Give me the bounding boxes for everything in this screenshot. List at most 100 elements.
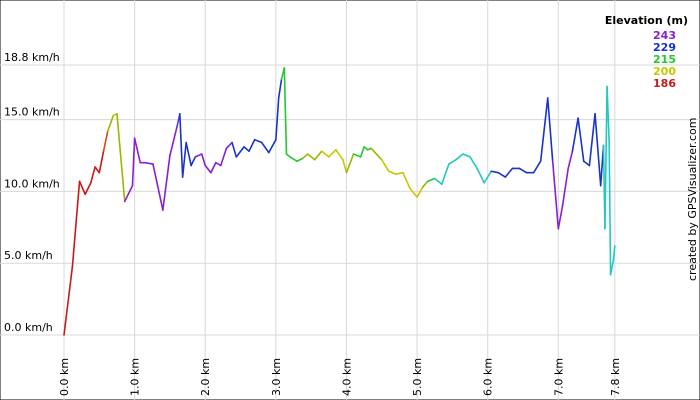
speed-line-segment <box>342 158 348 174</box>
speed-line-segment <box>546 97 554 163</box>
x-tick-label: 7.8 km <box>609 358 622 396</box>
speed-line-segment <box>571 117 579 152</box>
speed-line-segment <box>275 97 280 141</box>
speed-line-segment <box>426 177 436 183</box>
speed-line-segment <box>301 153 309 160</box>
speed-line-segment <box>539 97 549 163</box>
speed-line-segment <box>441 163 450 186</box>
x-tick-label: 2.0 km <box>199 358 212 396</box>
speed-line-segment <box>395 171 404 175</box>
speed-line-segment <box>260 141 270 154</box>
speed-line-segment <box>215 161 222 167</box>
speed-line-segment <box>283 67 288 155</box>
speed-line-segment <box>169 125 178 157</box>
speed-line-segment <box>78 180 86 196</box>
speed-line-segment <box>152 163 164 211</box>
y-tick-label: 5.0 km/h <box>4 249 53 262</box>
speed-line-segment <box>604 85 608 230</box>
speed-line-segment <box>144 161 154 165</box>
speed-line-segment <box>306 153 316 161</box>
credit-text: created by GPSVisualizer.com <box>686 118 699 281</box>
speed-line-segment <box>200 153 207 167</box>
speed-line-segment <box>380 158 390 173</box>
speed-line-segment <box>577 117 585 163</box>
speed-line-segment <box>63 265 74 336</box>
speed-line-segment <box>588 113 596 167</box>
speed-line-segment <box>94 166 101 174</box>
speed-line-segment <box>483 170 493 184</box>
speed-line-segment <box>561 167 570 207</box>
speed-line-segment <box>84 181 92 196</box>
x-tick-label: 0.0 km <box>58 358 71 396</box>
speed-line-segment <box>313 150 323 161</box>
speed-line-segment <box>606 85 610 144</box>
speed-line-segment <box>243 146 250 152</box>
legend-entry: 200 <box>653 65 676 78</box>
y-axis-tick-labels: 0.0 km/h 5.0 km/h 10.0 km/h 15.0 km/h 18.8 k… <box>4 51 60 334</box>
speed-line-segment <box>123 184 134 203</box>
speed-line-segment <box>204 164 212 174</box>
speed-line-segment <box>162 154 171 211</box>
y-tick-label: 10.0 km/h <box>4 177 60 190</box>
speed-line-segment <box>433 177 443 186</box>
speed-line-segment <box>185 141 192 167</box>
speed-line-segment <box>352 153 362 158</box>
x-tick-label: 7.0 km <box>552 358 565 396</box>
legend-entry: 186 <box>653 77 676 90</box>
speed-line-segment <box>551 160 560 230</box>
speed-line-segment <box>609 259 615 276</box>
speed-line-segment <box>469 156 478 170</box>
speed-line-segment <box>335 148 344 161</box>
speed-line-segment <box>194 153 203 158</box>
x-tick-label: 3.0 km <box>270 358 283 396</box>
speed-line-segment <box>133 137 142 164</box>
speed-line-segment <box>210 161 217 174</box>
speed-line-segment <box>421 180 429 188</box>
legend-entry: 243 <box>653 29 676 42</box>
speed-line-segment <box>567 150 574 170</box>
speed-line-segment <box>490 170 500 174</box>
speed-line-segment <box>448 158 457 165</box>
speed-line-segment <box>582 160 591 167</box>
y-tick-label: 18.8 km/h <box>4 51 60 64</box>
speed-line-segment <box>328 148 337 158</box>
speed-line-segment <box>289 156 298 163</box>
speed-line-segment <box>497 171 507 178</box>
speed-line-segment <box>179 113 184 178</box>
speed-line-segment <box>518 167 528 174</box>
speed-line-segment <box>219 147 228 167</box>
speed-line-segment <box>557 204 564 230</box>
speed-line-segment <box>462 153 471 158</box>
speed-line-segment <box>594 113 602 187</box>
speed-line-segment <box>253 138 263 144</box>
speed-line-segment <box>90 166 96 184</box>
speed-line-segment <box>409 187 418 198</box>
speed-line-segment <box>402 171 411 190</box>
x-tick-label: 5.0 km <box>411 358 424 396</box>
speed-line-segment <box>231 141 238 158</box>
speed-line-segment <box>416 186 424 198</box>
legend-title: Elevation (m) <box>605 14 688 27</box>
speed-series <box>63 67 616 336</box>
x-axis-tick-labels: 0.0 km 1.0 km 2.0 km 3.0 km 4.0 km 5.0 km 6.0 … <box>58 358 622 396</box>
speed-line-segment <box>532 160 542 174</box>
speed-line-segment <box>504 167 514 178</box>
speed-line-segment <box>102 130 109 152</box>
x-tick-label: 6.0 km <box>482 358 495 396</box>
speed-line-segment <box>370 147 383 161</box>
speed-line-segment <box>612 245 616 262</box>
speed-line-segment <box>267 138 277 154</box>
y-tick-label: 15.0 km/h <box>4 106 60 119</box>
speed-line-segment <box>181 141 187 178</box>
speed-line-segment <box>71 180 81 267</box>
speed-line-segment <box>455 153 464 161</box>
speed-line-segment <box>98 150 105 174</box>
legend-entry: 229 <box>653 41 676 54</box>
speed-line-segment <box>190 156 197 167</box>
speed-line-segment <box>388 170 397 175</box>
speed-line-segment <box>106 114 115 132</box>
